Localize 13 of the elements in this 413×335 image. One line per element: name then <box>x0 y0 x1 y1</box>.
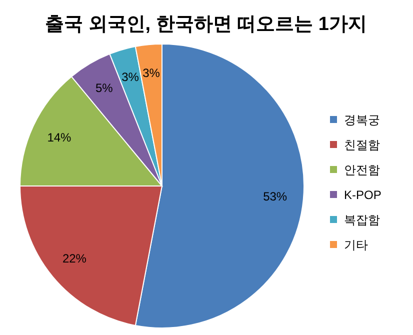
legend-label: 친절함 <box>344 138 380 152</box>
data-label: 5% <box>96 81 114 96</box>
data-label: 3% <box>142 66 160 80</box>
data-label: 22% <box>62 251 87 266</box>
legend-label: 복잡함 <box>344 213 380 227</box>
chart-title: 출국 외국인, 한국하면 떠오르는 1가지 <box>45 14 367 35</box>
legend-label: 안전함 <box>344 163 380 177</box>
legend-label: 기타 <box>344 238 368 252</box>
data-label: 53% <box>263 190 288 204</box>
legend-label: 경복궁 <box>344 113 380 127</box>
legend-label: K-POP <box>344 188 382 202</box>
data-label: 3% <box>122 70 140 84</box>
data-label: 14% <box>47 130 72 145</box>
